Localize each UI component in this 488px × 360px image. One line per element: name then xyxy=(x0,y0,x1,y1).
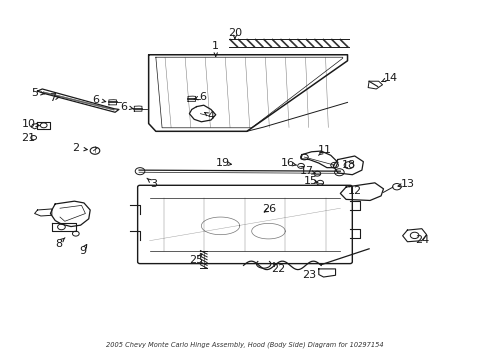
Text: 15: 15 xyxy=(303,176,317,186)
Text: 26: 26 xyxy=(262,204,276,214)
Text: 21: 21 xyxy=(21,133,35,143)
Text: 11: 11 xyxy=(317,145,331,155)
Text: 10: 10 xyxy=(22,118,36,129)
Text: 14: 14 xyxy=(383,73,397,83)
Text: 18: 18 xyxy=(341,160,355,170)
Text: 4: 4 xyxy=(207,112,214,121)
Text: 6: 6 xyxy=(199,92,205,102)
Text: 22: 22 xyxy=(270,264,285,274)
Text: 20: 20 xyxy=(227,27,242,37)
Text: 7: 7 xyxy=(49,93,56,103)
Text: 17: 17 xyxy=(299,166,313,176)
Text: 2: 2 xyxy=(72,143,79,153)
Text: 5: 5 xyxy=(31,87,38,98)
Text: 19: 19 xyxy=(215,158,229,168)
Text: 25: 25 xyxy=(189,256,203,265)
Text: 8: 8 xyxy=(55,239,62,248)
Text: 9: 9 xyxy=(79,246,86,256)
Text: 23: 23 xyxy=(302,270,316,280)
Text: 24: 24 xyxy=(414,235,428,245)
Text: 1: 1 xyxy=(212,41,219,51)
Text: 12: 12 xyxy=(347,186,361,196)
Text: 16: 16 xyxy=(280,158,294,168)
Text: 13: 13 xyxy=(400,179,414,189)
Text: 6: 6 xyxy=(120,102,127,112)
Text: 6: 6 xyxy=(92,95,99,104)
Text: 2005 Chevy Monte Carlo Hinge Assembly, Hood (Body Side) Diagram for 10297154: 2005 Chevy Monte Carlo Hinge Assembly, H… xyxy=(105,341,383,348)
Text: 3: 3 xyxy=(150,179,157,189)
